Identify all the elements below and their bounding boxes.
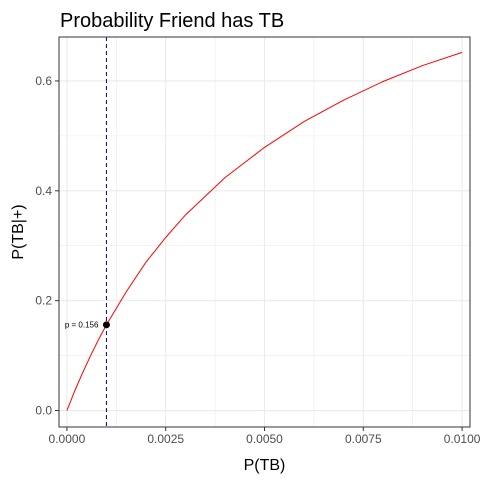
- y-tick-label: 0.6: [35, 74, 52, 88]
- x-tick-label: 0.0025: [147, 432, 184, 446]
- grid: [59, 37, 470, 427]
- chart-title: Probability Friend has TB: [60, 10, 284, 32]
- y-tick-label: 0.2: [35, 294, 52, 308]
- y-tick-label: 0.0: [35, 404, 52, 418]
- x-axis: 0.0000 0.0025 0.0050 0.0075 0.0100: [49, 427, 480, 446]
- y-axis: 0.0 0.2 0.4 0.6: [35, 74, 59, 418]
- x-axis-title: P(TB): [244, 457, 286, 474]
- x-tick-label: 0.0000: [49, 432, 86, 446]
- plot-panel: p = 0.156: [58, 36, 471, 428]
- data-layer: p = 0.156: [65, 37, 463, 427]
- y-tick-label: 0.4: [35, 184, 52, 198]
- highlight-point: [102, 321, 110, 329]
- series-line: [66, 51, 463, 411]
- x-tick-label: 0.0050: [246, 432, 283, 446]
- x-tick-label: 0.0075: [345, 432, 382, 446]
- x-tick-label: 0.0100: [444, 432, 480, 446]
- highlight-point-label: p = 0.156: [65, 320, 99, 329]
- y-axis-title: P(TB|+): [10, 204, 27, 259]
